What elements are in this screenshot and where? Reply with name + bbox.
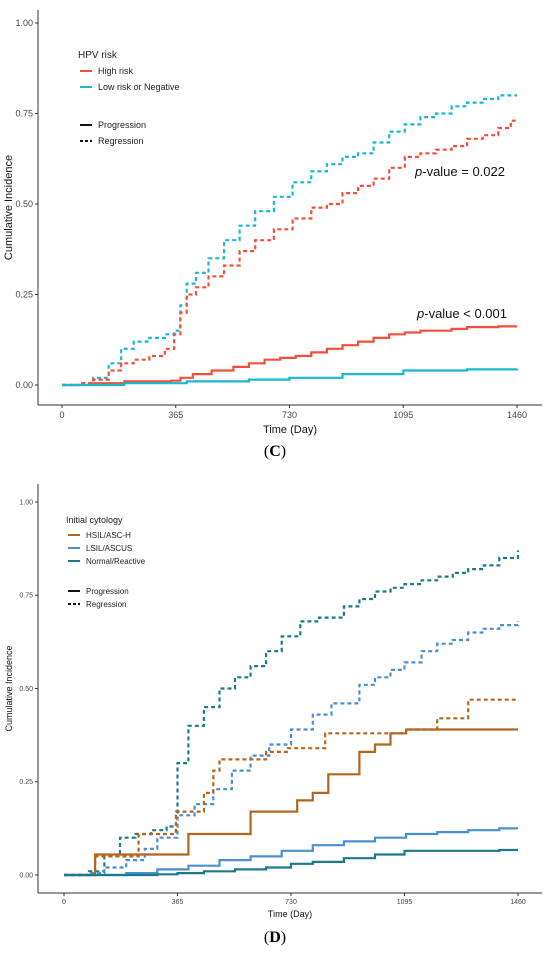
legend-label: Regression [98,136,144,146]
series-line-high-risk-regression [62,119,517,387]
series-line-hsil-asc-h-regression [64,698,518,877]
x-tick-label: 365 [168,410,183,420]
y-tick-label: 0.00 [15,380,33,390]
y-axis-title: Cumulative Incidence [3,155,15,260]
x-axis-title: Time (Day) [268,909,312,919]
y-tick-label: 1.00 [15,18,33,28]
chart-panel-c: 0.00 0.25 0.50 0.75 1.00 0 365 730 1095 1460 Time … [3,10,542,460]
p-value-annotation: p-value < 0.001 [416,306,507,321]
x-tick-label: 0 [62,899,66,906]
series-line-lsil-ascus-regression [64,621,520,877]
x-tick-label: 730 [285,899,297,906]
legend-label: Normal/Reactive [86,557,146,566]
series-line-normal-reactive-regression [64,550,520,877]
x-tick-label: 1095 [397,899,413,906]
legend-title: HPV risk [78,50,118,61]
series-line-lsil-ascus-progression [64,827,518,877]
x-tick-label: 730 [282,410,297,420]
series-line-low-risk-or-negative-progression [62,368,519,387]
series-line-hsil-asc-h-progression [64,728,518,877]
x-tick-label: 1460 [507,410,527,420]
y-tick-label: 0.00 [19,872,33,879]
x-tick-label: 0 [59,410,64,420]
y-tick-label: 0.50 [15,199,33,209]
legend-title: Initial cytology [66,515,123,525]
p-value-annotation: p-value = 0.022 [414,164,505,179]
series-line-normal-reactive-progression [64,848,518,877]
series-line-low-risk-or-negative-regression [62,94,517,387]
y-tick-label: 0.50 [19,686,33,693]
legend-label: High risk [98,66,134,76]
y-tick-label: 0.25 [15,290,33,300]
legend-label: HSIL/ASC-H [86,531,131,540]
series-line-high-risk-progression [62,325,517,387]
chart-panel-d: 0.00 0.25 0.50 0.75 1.00 0 365 730 1095 1460 Time … [4,484,542,946]
y-tick-label: 0.75 [19,593,33,600]
y-axis-title: Cumulative Incidence [4,645,14,731]
legend-label: LSIL/ASCUS [86,544,132,553]
x-tick-label: 1095 [393,410,413,420]
legend-label: Low risk or Negative [98,82,180,92]
y-tick-label: 0.75 [15,109,33,119]
panel-label: (C) [264,443,286,460]
x-tick-label: 365 [172,899,184,906]
x-tick-label: 1460 [510,899,526,906]
legend-label: Progression [86,587,129,596]
y-tick-label: 0.25 [19,779,33,786]
legend-label: Progression [98,120,146,130]
panel-label: (D) [264,929,286,946]
legend-label: Regression [86,600,126,609]
x-axis-title: Time (Day) [263,424,317,436]
y-tick-label: 1.00 [19,499,33,506]
